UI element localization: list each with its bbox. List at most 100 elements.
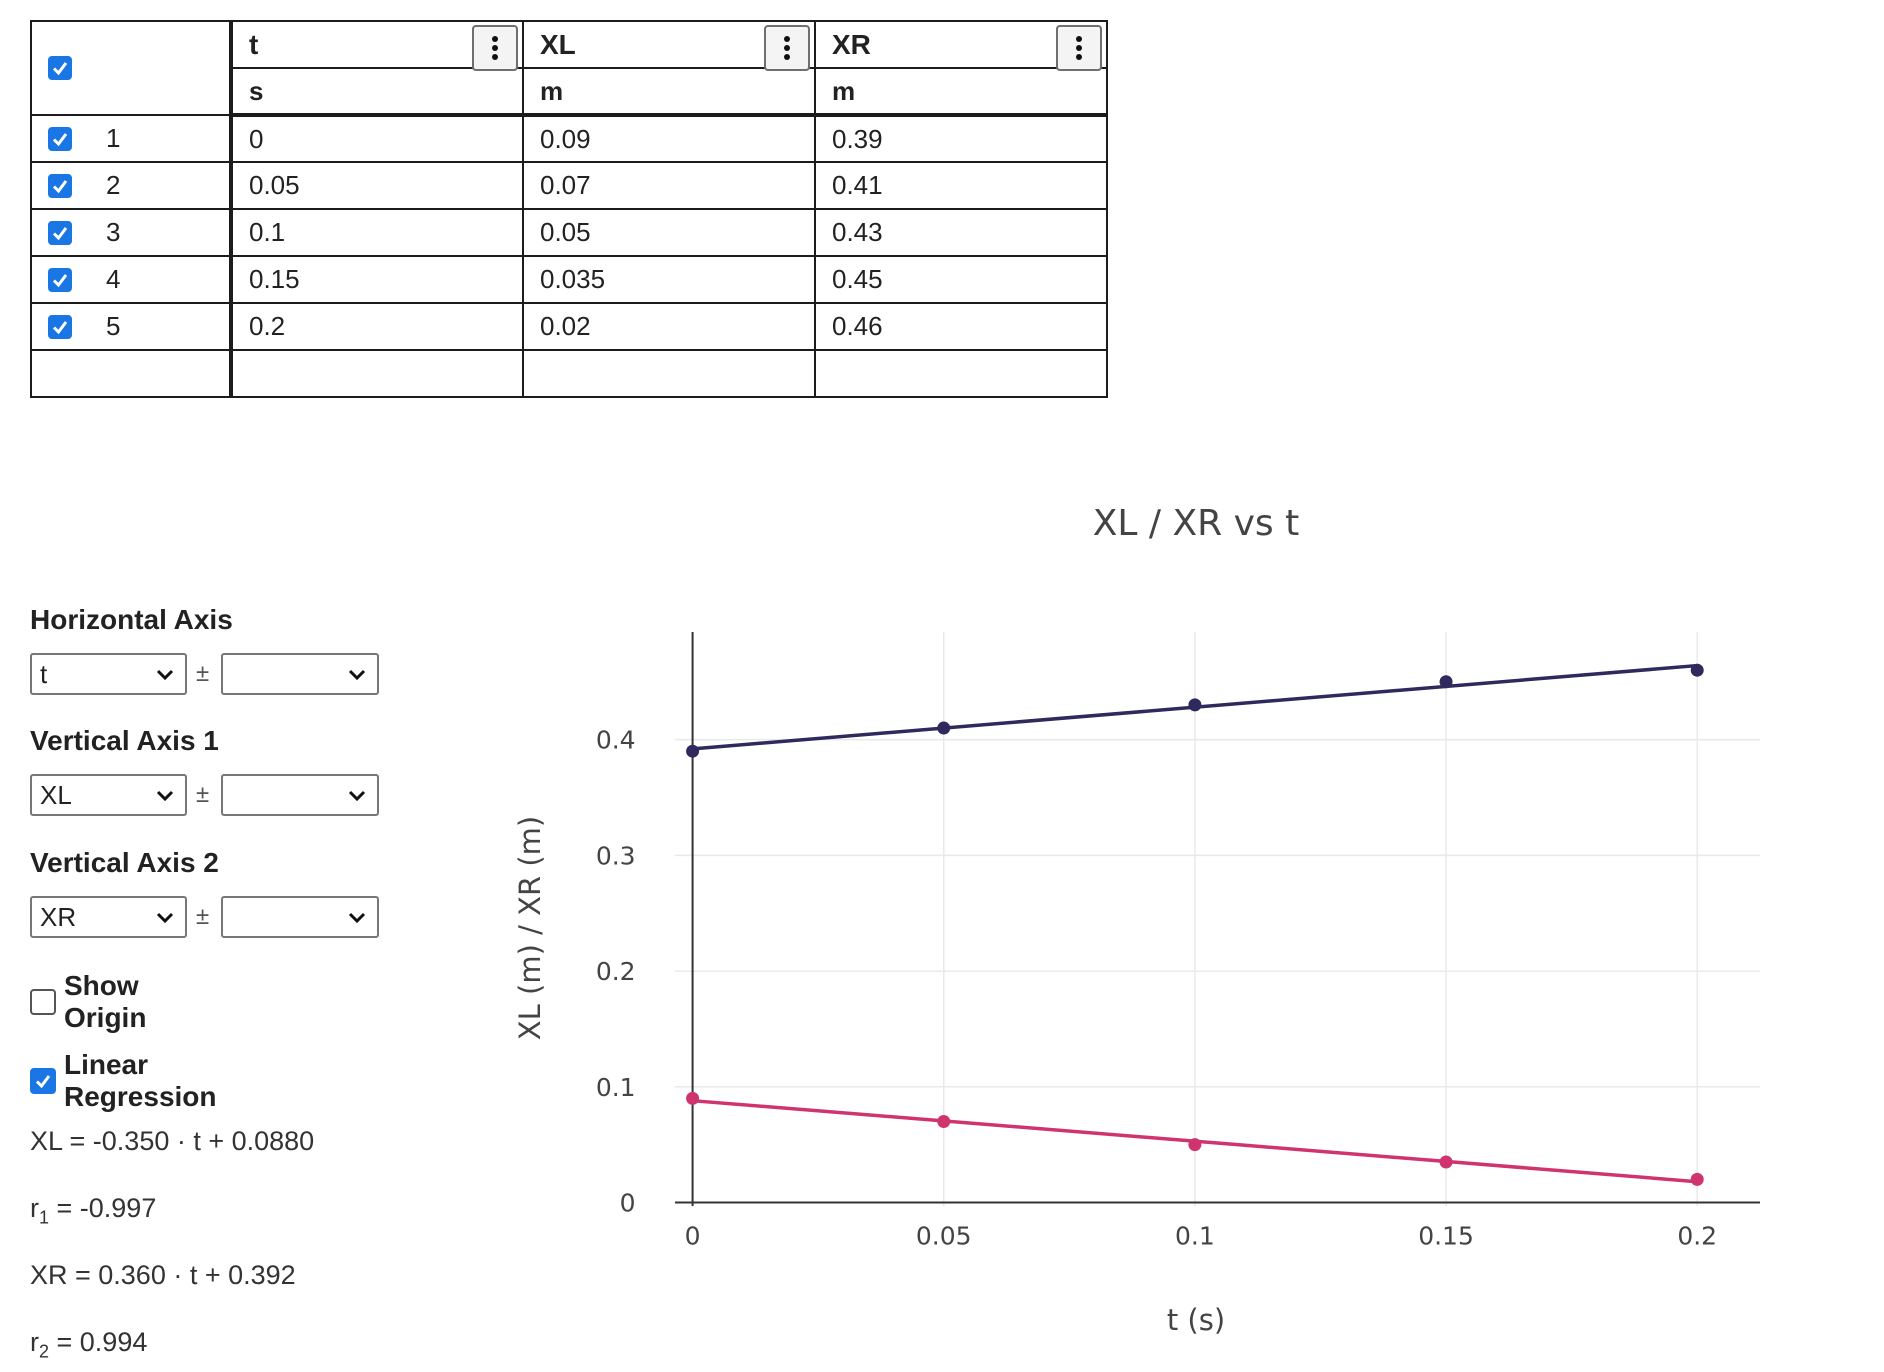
column-name: t xyxy=(249,28,259,60)
vertical-axis-1-uncertainty-select[interactable] xyxy=(221,774,379,816)
column-header-xr: XR xyxy=(814,20,1108,71)
row-checkbox[interactable] xyxy=(48,126,72,151)
show-origin-label: Show Origin xyxy=(64,970,147,1033)
vertical-axis-1-select[interactable]: XL xyxy=(30,774,187,816)
cell-value: 0.05 xyxy=(540,217,591,247)
row-select-cell xyxy=(30,349,233,398)
data-point-series-2 xyxy=(1188,698,1202,712)
linear-regression-checkbox[interactable] xyxy=(30,1068,56,1094)
x-tick-label: 0.05 xyxy=(916,1222,972,1251)
chevron-down-icon xyxy=(156,669,174,681)
table-cell[interactable]: 0 xyxy=(230,114,524,163)
select-value: XL xyxy=(40,779,72,810)
table-cell[interactable] xyxy=(522,349,816,398)
chart-title: XL / XR vs t xyxy=(1093,503,1299,544)
column-menu-button[interactable] xyxy=(472,25,518,71)
data-point-series-1 xyxy=(937,1115,951,1129)
cell-value: 0.035 xyxy=(540,264,606,294)
select-value: XR xyxy=(40,901,77,932)
x-tick-label: 0.2 xyxy=(1677,1222,1717,1251)
cell-value: 0.45 xyxy=(832,264,883,294)
show-origin-toggle[interactable]: Show Origin xyxy=(30,970,146,1034)
table-cell[interactable]: 0.035 xyxy=(522,255,816,304)
kebab-menu-icon xyxy=(1076,36,1082,60)
x-tick-label: 0.1 xyxy=(1175,1222,1215,1251)
table-cell[interactable]: 0.41 xyxy=(814,161,1108,210)
cell-value: 0.1 xyxy=(249,217,286,247)
correlation-2: r2 = 0.994 xyxy=(30,1327,147,1362)
x-tick-label: 0.15 xyxy=(1418,1222,1474,1251)
row-checkbox[interactable] xyxy=(48,220,72,245)
unit-cell[interactable]: s xyxy=(230,67,524,117)
kebab-menu-icon xyxy=(784,36,790,60)
table-cell[interactable]: 0.05 xyxy=(522,208,816,257)
check-icon xyxy=(52,226,68,240)
row-checkbox[interactable] xyxy=(48,267,72,292)
cell-value: 0.05 xyxy=(249,170,300,200)
r-subscript: 2 xyxy=(39,1341,50,1362)
unit-cell[interactable]: m xyxy=(814,67,1108,117)
horizontal-axis-select[interactable]: t xyxy=(30,653,187,695)
column-name: XL xyxy=(540,28,576,60)
unit-label: s xyxy=(249,75,264,106)
x-tick-label: 0 xyxy=(685,1222,701,1251)
row-checkbox[interactable] xyxy=(48,314,72,339)
unit-label: m xyxy=(540,75,564,106)
data-table: t XL XR s m m 1 0 0.09 0.39 2 0.05 0.07 0.41 3 0.… xyxy=(30,20,1108,398)
column-menu-button[interactable] xyxy=(764,25,810,71)
cell-value: 0.07 xyxy=(540,170,591,200)
vertical-axis-2-select[interactable]: XR xyxy=(30,896,187,938)
data-point-series-2 xyxy=(686,744,700,758)
check-icon xyxy=(52,132,68,146)
horizontal-axis-uncertainty-select[interactable] xyxy=(221,653,379,695)
check-icon xyxy=(52,179,68,193)
r-value: = -0.997 xyxy=(49,1193,157,1223)
data-point-series-1 xyxy=(686,1091,700,1105)
r-value: = 0.994 xyxy=(49,1327,148,1357)
table-cell[interactable]: 0.15 xyxy=(230,255,524,304)
cell-value: 0.39 xyxy=(832,123,883,154)
column-header-t: t xyxy=(230,20,524,71)
table-cell[interactable]: 0.43 xyxy=(814,208,1108,257)
vertical-axis-2-uncertainty-select[interactable] xyxy=(221,896,379,938)
unit-label: m xyxy=(832,75,856,106)
x-axis-label: t (s) xyxy=(1167,1303,1225,1337)
check-icon xyxy=(52,320,68,334)
select-value: t xyxy=(40,658,48,689)
row-checkbox[interactable] xyxy=(48,173,72,198)
table-cell[interactable]: 0.2 xyxy=(230,302,524,351)
plus-minus-label: ± xyxy=(196,781,210,808)
table-cell[interactable]: 0.45 xyxy=(814,255,1108,304)
table-cell[interactable] xyxy=(814,349,1108,398)
linear-regression-toggle[interactable]: Linear Regression xyxy=(30,1049,217,1113)
plus-minus-label: ± xyxy=(196,660,210,687)
column-menu-button[interactable] xyxy=(1056,25,1102,71)
cell-value: 0.41 xyxy=(832,170,883,200)
table-cell[interactable]: 0.02 xyxy=(522,302,816,351)
show-origin-checkbox[interactable] xyxy=(30,989,56,1015)
select-all-checkbox[interactable] xyxy=(48,56,72,80)
y-axis-label: XL (m) / XR (m) xyxy=(513,816,547,1040)
data-point-series-2 xyxy=(937,721,951,735)
table-cell[interactable]: 0.46 xyxy=(814,302,1108,351)
table-cell[interactable]: 0.1 xyxy=(230,208,524,257)
table-row: 3 0.1 0.05 0.43 xyxy=(30,208,1108,257)
row-number: 4 xyxy=(106,264,121,294)
row-select-cell: 1 xyxy=(30,114,233,163)
row-select-cell: 5 xyxy=(30,302,233,351)
vertical-axis-2-label: Vertical Axis 2 xyxy=(30,847,219,878)
table-cell[interactable] xyxy=(230,349,524,398)
table-cell[interactable]: 0.07 xyxy=(522,161,816,210)
cell-value: 0.46 xyxy=(832,311,883,341)
table-cell[interactable]: 0.05 xyxy=(230,161,524,210)
empty-table-row xyxy=(30,349,1108,398)
unit-cell[interactable]: m xyxy=(522,67,816,117)
table-cell[interactable]: 0.09 xyxy=(522,114,816,163)
plus-minus-label: ± xyxy=(196,903,210,930)
linear-regression-label: Linear Regression xyxy=(64,1049,217,1112)
chevron-down-icon xyxy=(348,912,366,924)
table-row: 5 0.2 0.02 0.46 xyxy=(30,302,1108,351)
table-cell[interactable]: 0.39 xyxy=(814,114,1108,163)
chevron-down-icon xyxy=(156,912,174,924)
check-icon xyxy=(52,273,68,287)
